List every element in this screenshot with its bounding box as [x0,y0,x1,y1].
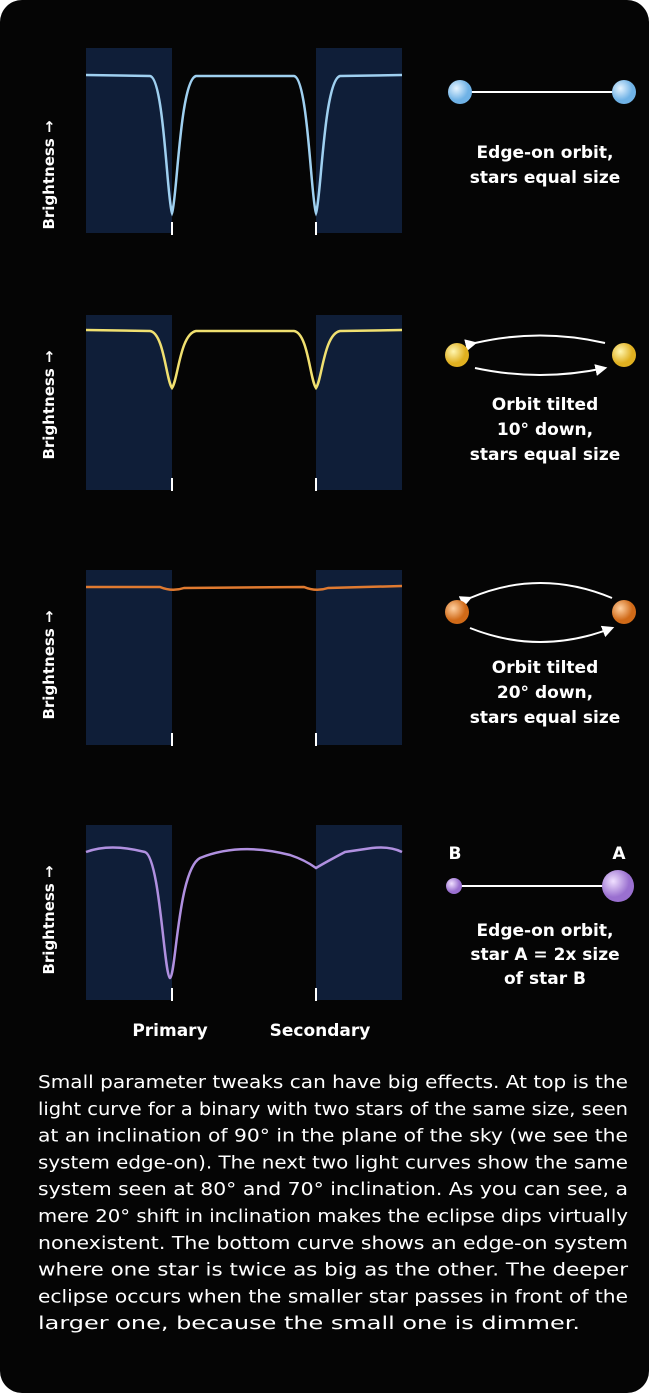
y-label: Brightness → [40,350,58,459]
description-line: Small parameter tweaks can have big effe… [38,1073,628,1093]
caption: star A = 2x size [470,945,619,965]
x-label: Secondary [270,1021,371,1041]
y-label: Brightness → [40,865,58,974]
caption: of star B [504,969,586,989]
star-label: A [612,844,626,864]
x-label: Primary [132,1021,207,1041]
description-line: eclipse occurs when the smaller star pas… [38,1287,628,1307]
description-line: mere 20° shift in inclination makes the … [38,1207,628,1227]
y-label: Brightness → [40,610,58,719]
caption: Orbit tilted [492,658,598,678]
description-line: where one star is twice as big as the ot… [38,1261,629,1281]
description-line: light curve for a binary with two stars … [38,1100,628,1120]
description-line: larger one, because the small one is dim… [38,1314,580,1334]
description-line: system seen at 80° and 70° inclination. … [38,1180,628,1200]
description-line: at an inclination of 90° in the plane of… [38,1127,628,1147]
caption: stars equal size [470,708,621,728]
caption: Edge-on orbit, [477,143,614,163]
description-line: system edge-on). The next two light curv… [38,1153,628,1173]
caption: Edge-on orbit, [477,921,614,941]
star-label: B [449,844,462,864]
diagram: Brightness → Edge-on orbit, stars equal … [0,0,649,1393]
caption: stars equal size [470,445,621,465]
caption: stars equal size [470,168,621,188]
y-label: Brightness → [40,120,58,229]
infographic: Brightness → Edge-on orbit, stars equal … [0,0,649,1393]
caption: Orbit tilted [492,395,598,415]
caption: 20° down, [497,683,593,703]
caption: 10° down, [497,420,593,440]
description-line: nonexistent. The bottom curve shows an e… [38,1234,628,1254]
